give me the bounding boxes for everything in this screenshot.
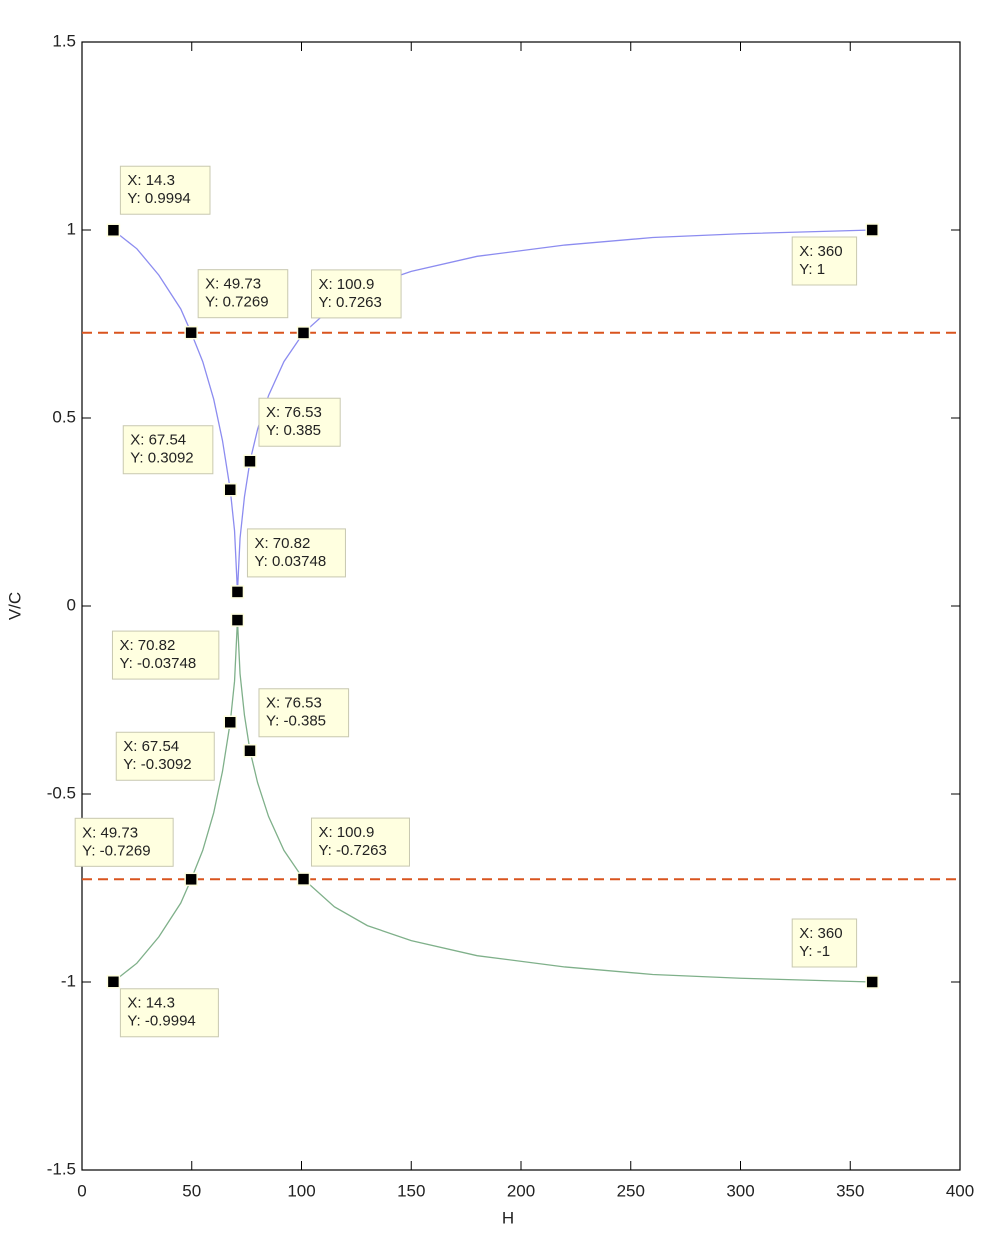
datatip-y-label: Y: 0.03748 [254, 553, 326, 570]
datatip-x-label: X: 100.9 [318, 824, 374, 841]
datatip: X: 49.73Y: -0.7269 [74, 817, 174, 867]
datatip-marker [243, 744, 257, 758]
datatip: X: 70.82Y: 0.03748 [246, 528, 346, 578]
datatip-box [258, 688, 350, 738]
datatip-x-label: X: 70.82 [254, 535, 310, 552]
y-tick-label: -1.5 [47, 1159, 76, 1178]
datatip-y-label: Y: -0.7263 [318, 842, 386, 859]
datatip-box [791, 918, 858, 968]
datatip-box [115, 731, 215, 781]
x-tick-label: 200 [507, 1181, 535, 1200]
datatip-y-label: Y: -0.03748 [119, 655, 196, 672]
datatip-x-label: X: 70.82 [119, 637, 175, 654]
x-axis-label: H [502, 1208, 514, 1227]
x-tick-label: 350 [836, 1181, 864, 1200]
x-tick-label: 50 [182, 1181, 201, 1200]
datatip-x-label: X: 67.54 [123, 738, 179, 755]
datatip-x-label: X: 76.53 [266, 404, 322, 421]
datatip-marker [296, 326, 311, 340]
datatip-y-label: Y: 0.3092 [130, 450, 193, 467]
x-tick-label: 150 [397, 1181, 425, 1200]
x-tick-label: 0 [77, 1181, 86, 1200]
datatip-box [310, 817, 410, 867]
datatip-box [791, 236, 858, 286]
datatip-box [122, 425, 214, 475]
datatip-y-label: Y: 0.7269 [205, 294, 268, 311]
datatip-x-label: X: 100.9 [318, 276, 374, 293]
datatip-box [111, 630, 220, 680]
datatip-marker [106, 223, 121, 237]
datatip-x-label: X: 67.54 [130, 432, 186, 449]
datatip: X: 14.3Y: -0.9994 [119, 988, 219, 1038]
datatip-marker [243, 454, 257, 468]
y-axis-label: V/C [5, 592, 24, 620]
datatip-marker [230, 585, 245, 599]
datatip-marker [184, 872, 198, 887]
datatip-marker [296, 872, 311, 886]
datatip-box [258, 397, 341, 447]
datatip: X: 14.3Y: 0.9994 [119, 165, 211, 215]
datatip-marker [223, 715, 238, 730]
datatip-y-label: Y: -0.7269 [82, 842, 150, 859]
datatip-x-label: X: 360 [799, 243, 842, 260]
y-tick-label: 1.5 [52, 31, 76, 50]
datatip: X: 100.9Y: 0.7263 [310, 269, 402, 319]
datatip: X: 76.53Y: -0.385 [258, 688, 350, 738]
datatip-marker [865, 975, 879, 989]
x-tick-label: 300 [726, 1181, 754, 1200]
datatip-y-label: Y: 0.9994 [127, 190, 190, 207]
datatip-box [246, 528, 346, 578]
datatip-y-label: Y: -0.9994 [127, 1013, 195, 1030]
datatip: X: 70.82Y: -0.03748 [111, 630, 220, 680]
datatip-y-label: Y: 1 [799, 261, 825, 278]
datatip-y-label: Y: -0.3092 [123, 756, 191, 773]
datatip-x-label: X: 14.3 [127, 172, 175, 189]
datatip-y-label: Y: -0.385 [266, 713, 326, 730]
datatip-x-label: X: 76.53 [266, 695, 322, 712]
y-tick-label: 0 [67, 595, 76, 614]
datatip-x-label: X: 14.3 [127, 995, 175, 1012]
x-tick-label: 100 [287, 1181, 315, 1200]
datatip-y-label: Y: 0.7263 [318, 294, 381, 311]
y-tick-label: 1 [67, 219, 76, 238]
datatip-box [74, 817, 174, 867]
datatip: X: 100.9Y: -0.7263 [310, 817, 410, 867]
plot-area [81, 41, 961, 1171]
datatip-y-label: Y: -1 [799, 943, 830, 960]
x-tick-label: 250 [617, 1181, 645, 1200]
datatip-box [310, 269, 402, 319]
datatip-x-label: X: 360 [799, 925, 842, 942]
x-tick-label: 400 [946, 1181, 974, 1200]
datatip: X: 67.54Y: -0.3092 [115, 731, 215, 781]
datatip-marker [184, 325, 198, 340]
y-tick-label: -1 [61, 971, 76, 990]
y-tick-label: 0.5 [52, 407, 76, 426]
datatip-box [197, 269, 289, 319]
datatip-marker [230, 613, 245, 627]
datatip-marker [865, 223, 879, 237]
datatip: X: 49.73Y: 0.7269 [197, 269, 289, 319]
datatip-box [119, 988, 219, 1038]
datatip: X: 67.54Y: 0.3092 [122, 425, 214, 475]
datatip-box [119, 165, 211, 215]
y-tick-label: -0.5 [47, 783, 76, 802]
datatip-marker [106, 975, 121, 989]
datatip-y-label: Y: 0.385 [266, 422, 321, 439]
datatip: X: 76.53Y: 0.385 [258, 397, 341, 447]
datatip-x-label: X: 49.73 [82, 824, 138, 841]
datatip-x-label: X: 49.73 [205, 276, 261, 293]
datatip-marker [223, 482, 238, 497]
